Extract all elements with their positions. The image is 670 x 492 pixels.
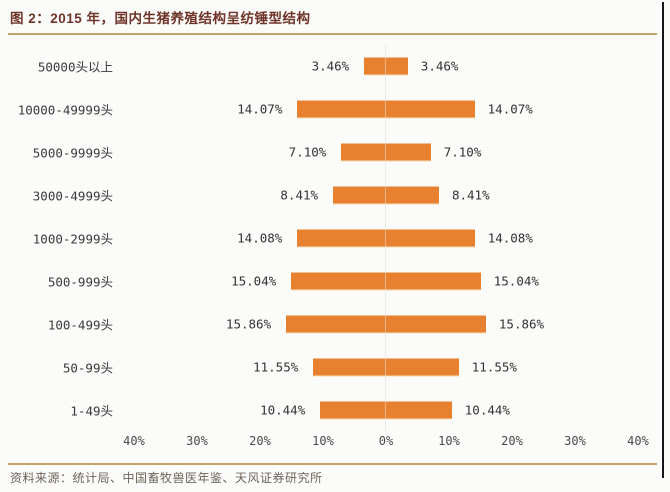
bar [333,186,439,203]
value-label-right: 10.44% [464,402,510,417]
axis-tick-label: 0% [378,434,394,448]
bar [297,229,475,246]
value-label-right: 7.10% [443,144,482,159]
figure-title: 图 2：2015 年，国内生猪养殖结构呈纺锤型结构 [10,11,311,26]
bar [297,100,475,117]
category-label: 5000-9999头 [32,145,113,160]
chart-row: 500-999头 15.04% 15.04% [0,259,670,302]
chart-row: 100-499头 15.86% 15.86% [0,302,670,345]
value-label-right: 14.07% [487,101,533,116]
value-label-right: 11.55% [471,359,517,374]
bar [291,272,481,289]
chart-row: 3000-4999头 8.41% 8.41% [0,173,670,216]
axis-tick-label: 10% [438,434,460,448]
value-label-right: 15.04% [493,273,539,288]
chart-row: 50-99头 11.55% 11.55% [0,345,670,388]
axis-tick-label: 10% [312,434,334,448]
axis-tick-label: 40% [123,434,145,448]
axis-tick-label: 40% [627,434,649,448]
chart-row: 1-49头 10.44% 10.44% [0,388,670,431]
bar [364,57,408,74]
value-label-left: 3.46% [311,58,350,73]
category-label: 50000头以上 [37,59,113,74]
chart-row: 10000-49999头 14.07% 14.07% [0,87,670,130]
chart-row: 5000-9999头 7.10% 7.10% [0,130,670,173]
value-label-left: 8.41% [280,187,319,202]
chart-row: 50000头以上 3.46% 3.46% [0,44,670,87]
value-label-left: 7.10% [288,144,327,159]
x-axis: 40% 30% 20% 10% 0% 10% 20% 30% 40% [0,434,670,452]
value-label-right: 8.41% [451,187,490,202]
category-label: 3000-4999头 [32,188,113,203]
zero-gridline-overlay [385,46,386,432]
axis-tick-label: 20% [501,434,523,448]
value-label-left: 11.55% [253,359,299,374]
value-label-right: 14.08% [487,230,533,245]
title-divider [8,33,657,35]
page-right-border [662,2,664,478]
value-label-left: 15.04% [231,273,277,288]
axis-tick-label: 20% [249,434,271,448]
footer-divider [8,463,657,465]
value-label-left: 10.44% [260,402,306,417]
value-label-left: 15.86% [225,316,272,331]
category-label: 100-499头 [47,317,113,332]
bar [320,401,452,418]
category-label: 50-99头 [62,360,113,375]
category-label: 1000-2999头 [32,231,113,246]
axis-tick-label: 30% [564,434,586,448]
bar [286,315,486,332]
chart-row: 1000-2999头 14.08% 14.08% [0,216,670,259]
source-note: 资料来源：统计局、中国畜牧兽医年鉴、天风证券研究所 [10,471,323,485]
value-label-left: 14.08% [237,230,283,245]
spindle-bar-chart: 50000头以上 3.46% 3.46% 10000-49999头 14.07% 14.0… [0,44,670,432]
bar [313,358,459,375]
value-label-right: 3.46% [420,58,459,73]
category-label: 10000-49999头 [17,102,113,117]
category-label: 500-999头 [47,274,113,289]
value-label-right: 15.86% [498,316,545,331]
axis-tick-label: 30% [186,434,208,448]
bar [341,143,431,160]
value-label-left: 14.07% [237,101,283,116]
category-label: 1-49头 [70,403,113,418]
